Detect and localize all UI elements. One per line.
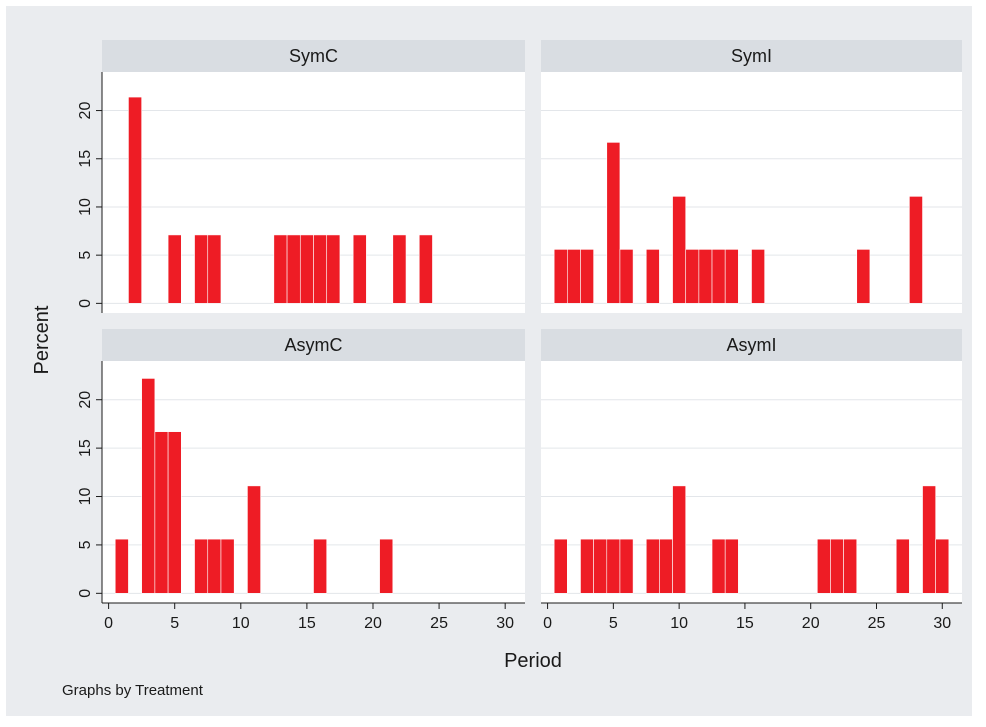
bar — [352, 234, 367, 304]
bar — [672, 196, 687, 304]
bar — [895, 538, 910, 594]
y-tick-label: 20 — [77, 102, 94, 120]
bar — [379, 538, 394, 594]
bar — [194, 234, 209, 304]
bar — [313, 234, 328, 304]
bar — [711, 538, 726, 594]
x-tick-label: 25 — [868, 615, 886, 632]
y-tick-label: 20 — [77, 391, 94, 409]
bar — [645, 538, 660, 594]
bar — [645, 249, 660, 304]
panel-strip — [541, 329, 962, 361]
bar — [392, 234, 407, 304]
bar — [154, 431, 169, 594]
x-tick-label: 15 — [736, 615, 754, 632]
bar — [326, 234, 341, 304]
bar — [751, 249, 765, 304]
x-tick-label: 5 — [170, 615, 179, 632]
bar — [128, 96, 142, 304]
x-tick-label: 0 — [104, 615, 113, 632]
chart-panels: SymC 0 5 10 15 20 SymI AsymC 0 5 10 15 20 0 5 10 15 20 25 3… — [77, 40, 962, 632]
y-tick-label: 5 — [77, 251, 94, 260]
x-axis-title: Period — [504, 650, 562, 672]
bar — [843, 538, 858, 594]
bar — [220, 538, 235, 594]
bar — [580, 249, 594, 304]
x-tick-label: 20 — [802, 615, 820, 632]
bar — [141, 378, 156, 594]
bar — [114, 538, 129, 594]
y-tick-label: 0 — [77, 299, 94, 308]
bar — [313, 538, 328, 594]
x-tick-label: 10 — [232, 615, 250, 632]
bar — [606, 142, 621, 304]
bar — [935, 538, 950, 594]
figure-note: Graphs by Treatment — [62, 682, 204, 699]
panel-strip — [102, 40, 525, 72]
bar — [299, 234, 314, 304]
y-axis-title: Percent — [31, 305, 53, 374]
bar — [659, 538, 673, 594]
bar — [711, 249, 726, 304]
panel-symc: SymC 0 5 10 15 20 — [77, 40, 525, 313]
y-tick-label: 10 — [77, 198, 94, 216]
bar — [418, 234, 433, 304]
bar — [698, 249, 713, 304]
bar — [619, 538, 634, 594]
bar — [567, 249, 581, 304]
y-tick-label: 15 — [77, 439, 94, 457]
y-tick-label: 5 — [77, 540, 94, 549]
x-tick-label: 15 — [298, 615, 316, 632]
bar — [816, 538, 831, 594]
bar — [830, 538, 844, 594]
bar — [553, 538, 568, 594]
bar — [580, 538, 594, 594]
panel-strip — [102, 329, 525, 361]
bar — [167, 234, 182, 304]
bar — [286, 234, 301, 304]
panel-title: SymI — [731, 46, 772, 66]
bar — [593, 538, 608, 594]
panel-asymc: AsymC 0 5 10 15 20 0 5 10 15 20 25 30 — [77, 329, 525, 632]
bar — [619, 249, 634, 304]
x-tick-label: 20 — [364, 615, 382, 632]
bar — [672, 485, 687, 594]
panel-symi: SymI — [541, 40, 962, 313]
x-tick-label: 30 — [496, 615, 514, 632]
panel-title: AsymI — [726, 335, 776, 355]
x-tick-label: 5 — [609, 615, 618, 632]
bar — [606, 538, 621, 594]
y-tick-label: 0 — [77, 589, 94, 598]
bar — [724, 249, 739, 304]
bar — [167, 431, 182, 594]
bar — [856, 249, 871, 304]
y-tick-label: 10 — [77, 488, 94, 506]
bar — [194, 538, 209, 594]
bar — [685, 249, 700, 304]
x-tick-label: 25 — [430, 615, 448, 632]
bar — [207, 538, 222, 594]
bar — [922, 485, 936, 594]
panel-strip — [541, 40, 962, 72]
panel-asymi: AsymI 0 5 10 15 20 25 30 — [541, 329, 962, 632]
y-tick-label: 15 — [77, 150, 94, 168]
x-tick-label: 0 — [543, 615, 552, 632]
bar — [247, 485, 261, 594]
x-tick-label: 30 — [933, 615, 951, 632]
bar — [553, 249, 568, 304]
bar — [273, 234, 288, 304]
panel-title: SymC — [289, 46, 338, 66]
panel-title: AsymC — [285, 335, 343, 355]
x-tick-label: 10 — [670, 615, 688, 632]
bar — [909, 196, 923, 304]
bar — [724, 538, 739, 594]
bar — [207, 234, 222, 304]
